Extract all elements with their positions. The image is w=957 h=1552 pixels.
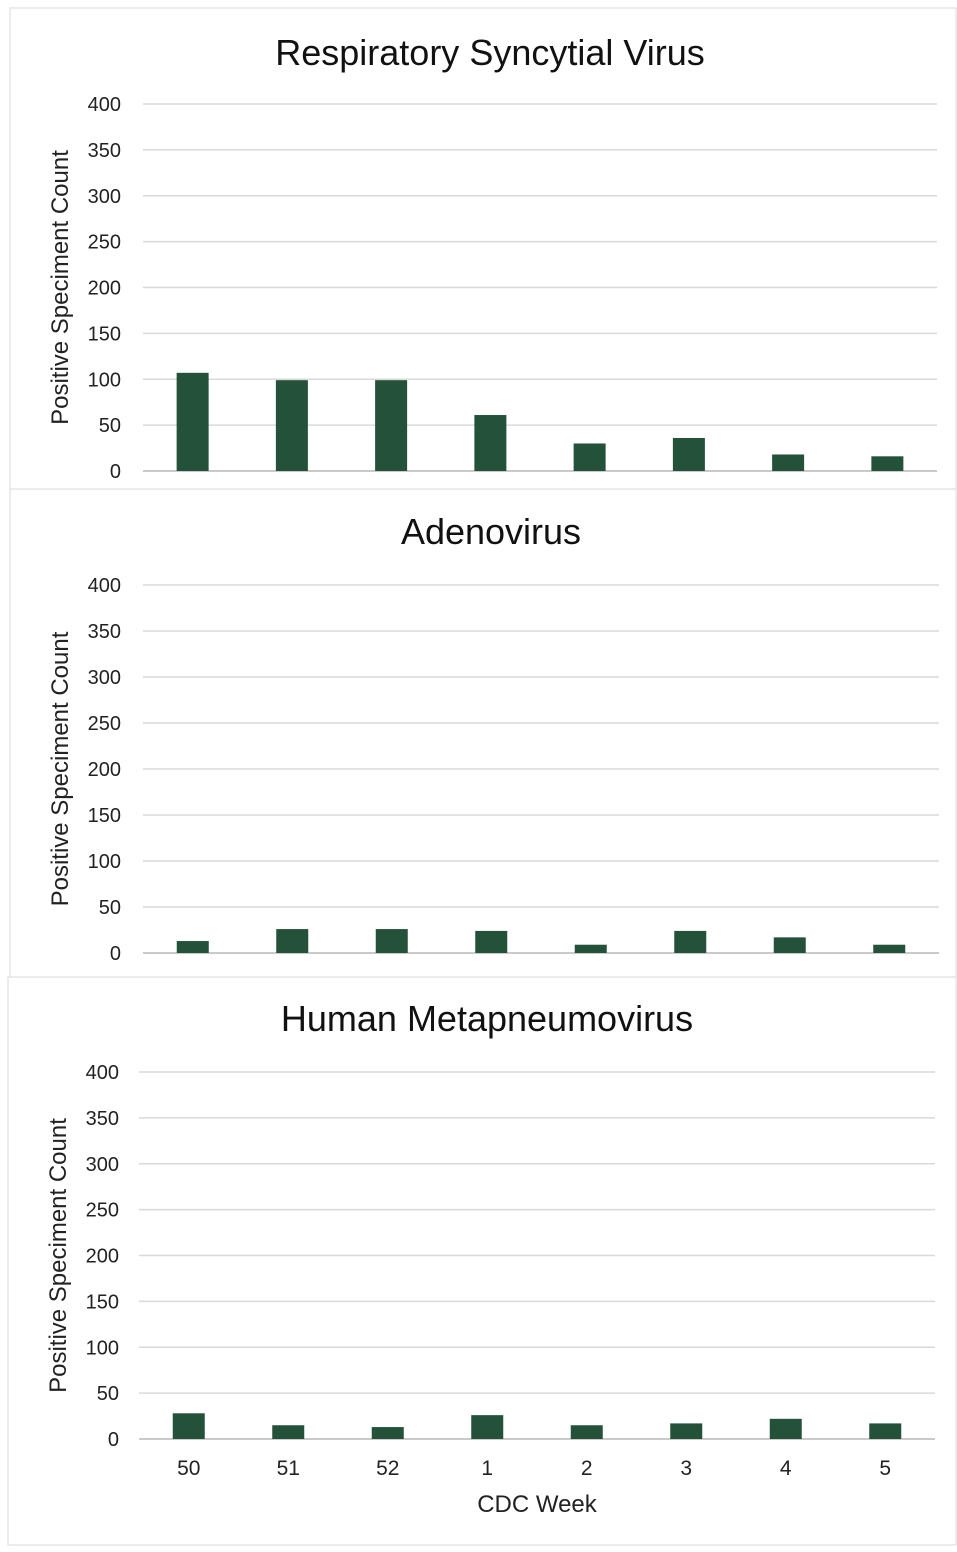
bar: [674, 930, 707, 953]
bar: [570, 1425, 603, 1439]
bar: [873, 944, 906, 953]
bar: [475, 930, 508, 953]
bar: [573, 443, 606, 471]
bar: [769, 1418, 802, 1439]
bar: [375, 929, 408, 953]
x-tick-label: 51: [277, 1457, 300, 1480]
x-tick-label: 50: [177, 1457, 200, 1480]
panel-border: [9, 7, 957, 490]
bar: [275, 380, 308, 471]
x-axis-label: CDC Week: [477, 1491, 598, 1518]
y-tick-label: 150: [88, 323, 121, 345]
y-tick-label: 200: [88, 278, 121, 300]
y-tick-label: 50: [99, 897, 121, 919]
y-tick-label: 150: [88, 805, 121, 827]
y-tick-label: 400: [86, 1062, 119, 1084]
x-tick-label: 2: [581, 1457, 593, 1480]
y-axis-label: Positive Speciment Count: [45, 1118, 72, 1393]
chart-title: Human Metapneumovirus: [281, 998, 693, 1039]
y-tick-label: 50: [99, 415, 121, 437]
y-tick-label: 150: [86, 1291, 119, 1313]
chart-panel: 0 50 100 150 200 250 300 350 400 50 51 52 1 2 3 4 5 Human…: [7, 976, 957, 1546]
bar: [176, 941, 209, 953]
y-tick-label: 200: [86, 1246, 119, 1268]
y-tick-label: 300: [88, 667, 121, 689]
y-tick-label: 0: [110, 943, 121, 965]
y-tick-label: 250: [88, 713, 121, 735]
bar: [276, 929, 309, 953]
y-tick-label: 350: [88, 140, 121, 162]
y-tick-label: 50: [97, 1383, 119, 1405]
y-tick-label: 200: [88, 759, 121, 781]
y-tick-label: 400: [88, 575, 121, 597]
y-tick-label: 250: [86, 1200, 119, 1222]
bar: [574, 944, 607, 953]
chart-panel: 0 50 100 150 200 250 300 350 400 Respiratory Sync…: [9, 7, 957, 490]
bar: [172, 1413, 205, 1439]
x-tick-label: 5: [879, 1457, 891, 1480]
chart-title: Respiratory Syncytial Virus: [275, 32, 705, 73]
bar: [773, 937, 806, 953]
y-tick-label: 350: [86, 1108, 119, 1130]
bar: [176, 372, 209, 471]
y-tick-label: 100: [86, 1337, 119, 1359]
y-tick-label: 300: [86, 1154, 119, 1176]
y-tick-label: 400: [88, 94, 121, 116]
y-tick-label: 100: [88, 369, 121, 391]
y-tick-label: 0: [108, 1429, 119, 1451]
y-tick-label: 300: [88, 186, 121, 208]
bar: [474, 415, 507, 471]
x-tick-label: 52: [376, 1457, 399, 1480]
x-tick-label: 1: [481, 1457, 493, 1480]
panel-border: [9, 488, 957, 978]
x-tick-label: 3: [680, 1457, 692, 1480]
bar: [375, 380, 408, 471]
x-tick-label: 4: [780, 1457, 792, 1480]
bar: [871, 456, 904, 471]
bar: [272, 1425, 305, 1439]
y-tick-label: 250: [88, 232, 121, 254]
bar: [772, 454, 805, 471]
chart-panel: 0 50 100 150 200 250 300 350 400 Adenovirus Positi…: [9, 488, 957, 978]
bar: [371, 1427, 404, 1439]
bar: [869, 1423, 902, 1439]
y-tick-label: 350: [88, 621, 121, 643]
chart-title: Adenovirus: [401, 511, 581, 552]
bar: [471, 1415, 504, 1439]
bar: [672, 437, 705, 471]
y-tick-label: 100: [88, 851, 121, 873]
y-axis-label: Positive Speciment Count: [47, 150, 74, 425]
bar: [670, 1423, 703, 1439]
y-axis-label: Positive Speciment Count: [47, 631, 74, 906]
y-tick-label: 0: [110, 461, 121, 483]
